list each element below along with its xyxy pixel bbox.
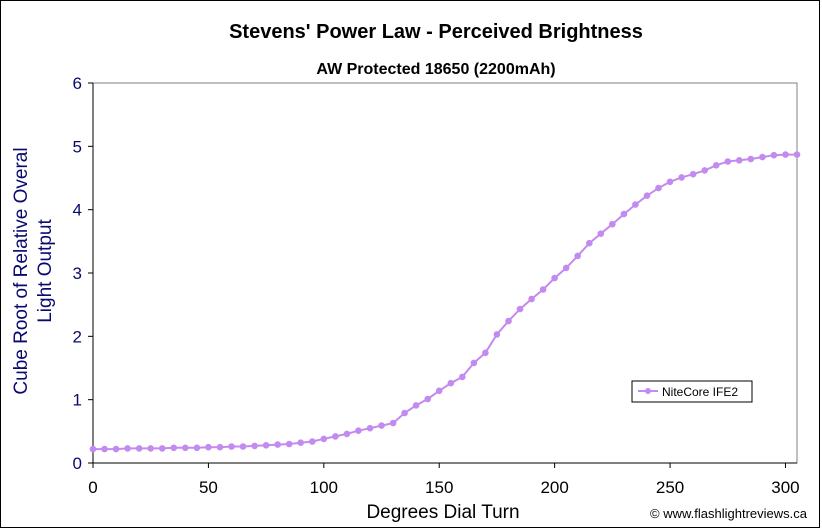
data-point [632,201,639,208]
y-tick-label: 3 [73,264,82,283]
data-point [770,151,778,159]
y-axis-label: Cube Root of Relative Overal Light Outpu… [11,147,56,394]
data-point [655,184,662,192]
y-tick-label: 6 [73,74,82,93]
data-point [205,443,212,451]
data-point [712,162,720,169]
legend-label: NiteCore IFE2 [662,385,738,399]
data-point [528,295,535,303]
data-point [216,443,224,451]
data-point [320,435,328,443]
y-tick-label: 0 [73,454,82,473]
x-tick-label: 100 [310,478,338,497]
data-point [459,373,466,381]
data-point [747,155,755,163]
y-tick-label: 2 [73,327,82,346]
y-axis-label-line-2: Light Output [35,219,56,323]
data-point [539,286,547,293]
data-point [355,427,362,435]
data-point [620,210,628,218]
data-point [493,331,501,338]
data-point [782,151,789,158]
data-point [366,424,374,432]
data-point [309,438,316,445]
data-point [516,305,524,313]
x-tick-label: 0 [88,478,97,497]
legend-box [631,380,753,403]
legend-marker [645,388,651,394]
data-point [251,442,258,450]
chart-subtitle: AW Protected 18650 (2200mAh) [316,61,555,78]
data-point [597,230,605,237]
data-point [228,443,235,450]
data-point [689,170,697,178]
data-point [285,440,293,448]
data-point [435,387,443,395]
y-tick-label: 1 [73,391,82,410]
plot-frame [92,82,798,464]
data-point [389,419,397,427]
data-point [297,439,305,447]
data-point [562,264,570,272]
x-tick-label: 250 [656,478,684,497]
data-point [759,153,766,161]
data-point [101,445,108,453]
data-point [736,157,743,164]
plot-area: 0 1 2 3 4 5 6 0 50 100 150 200 250 300 [73,74,801,497]
legend: NiteCore IFE2 [631,380,753,403]
chart-title: Stevens' Power Law - Perceived Brightnes… [229,21,643,43]
data-point [470,359,478,367]
data-point [424,395,432,403]
x-tick-label: 300 [771,478,799,497]
data-point [170,444,178,452]
data-point [401,409,408,417]
data-point [332,433,339,440]
data-point [793,151,801,158]
y-axis-label-line-1: Cube Root of Relative Overal [11,147,32,394]
data-point [262,442,270,449]
data-point [551,274,558,282]
data-point [112,445,120,453]
data-point [643,192,651,199]
x-axis-label: Degrees Dial Turn [366,502,519,523]
x-tick-label: 50 [199,478,218,497]
data-point [193,444,201,452]
data-point [412,402,420,409]
data-point [239,443,247,450]
y-tick-label: 5 [73,137,82,156]
data-point [724,158,732,165]
data-point [147,445,154,452]
data-point [574,252,581,260]
data-point [678,174,685,181]
data-point [135,445,143,452]
data-point [182,444,189,452]
data-point [701,167,708,174]
credit-text: © www.flashlightreviews.ca [650,506,808,521]
data-point [343,430,351,438]
data-point [378,422,385,429]
data-point [124,445,131,452]
data-point [447,379,455,387]
data-point [505,317,512,325]
y-tick-label: 4 [73,201,82,220]
x-tick-label: 200 [540,478,568,497]
data-point [482,349,489,357]
data-point [666,178,674,186]
x-tick-label: 150 [425,478,453,497]
data-point [586,239,593,247]
data-point [89,445,97,453]
data-point [158,445,166,452]
data-point [274,441,282,448]
data-point [609,220,616,228]
